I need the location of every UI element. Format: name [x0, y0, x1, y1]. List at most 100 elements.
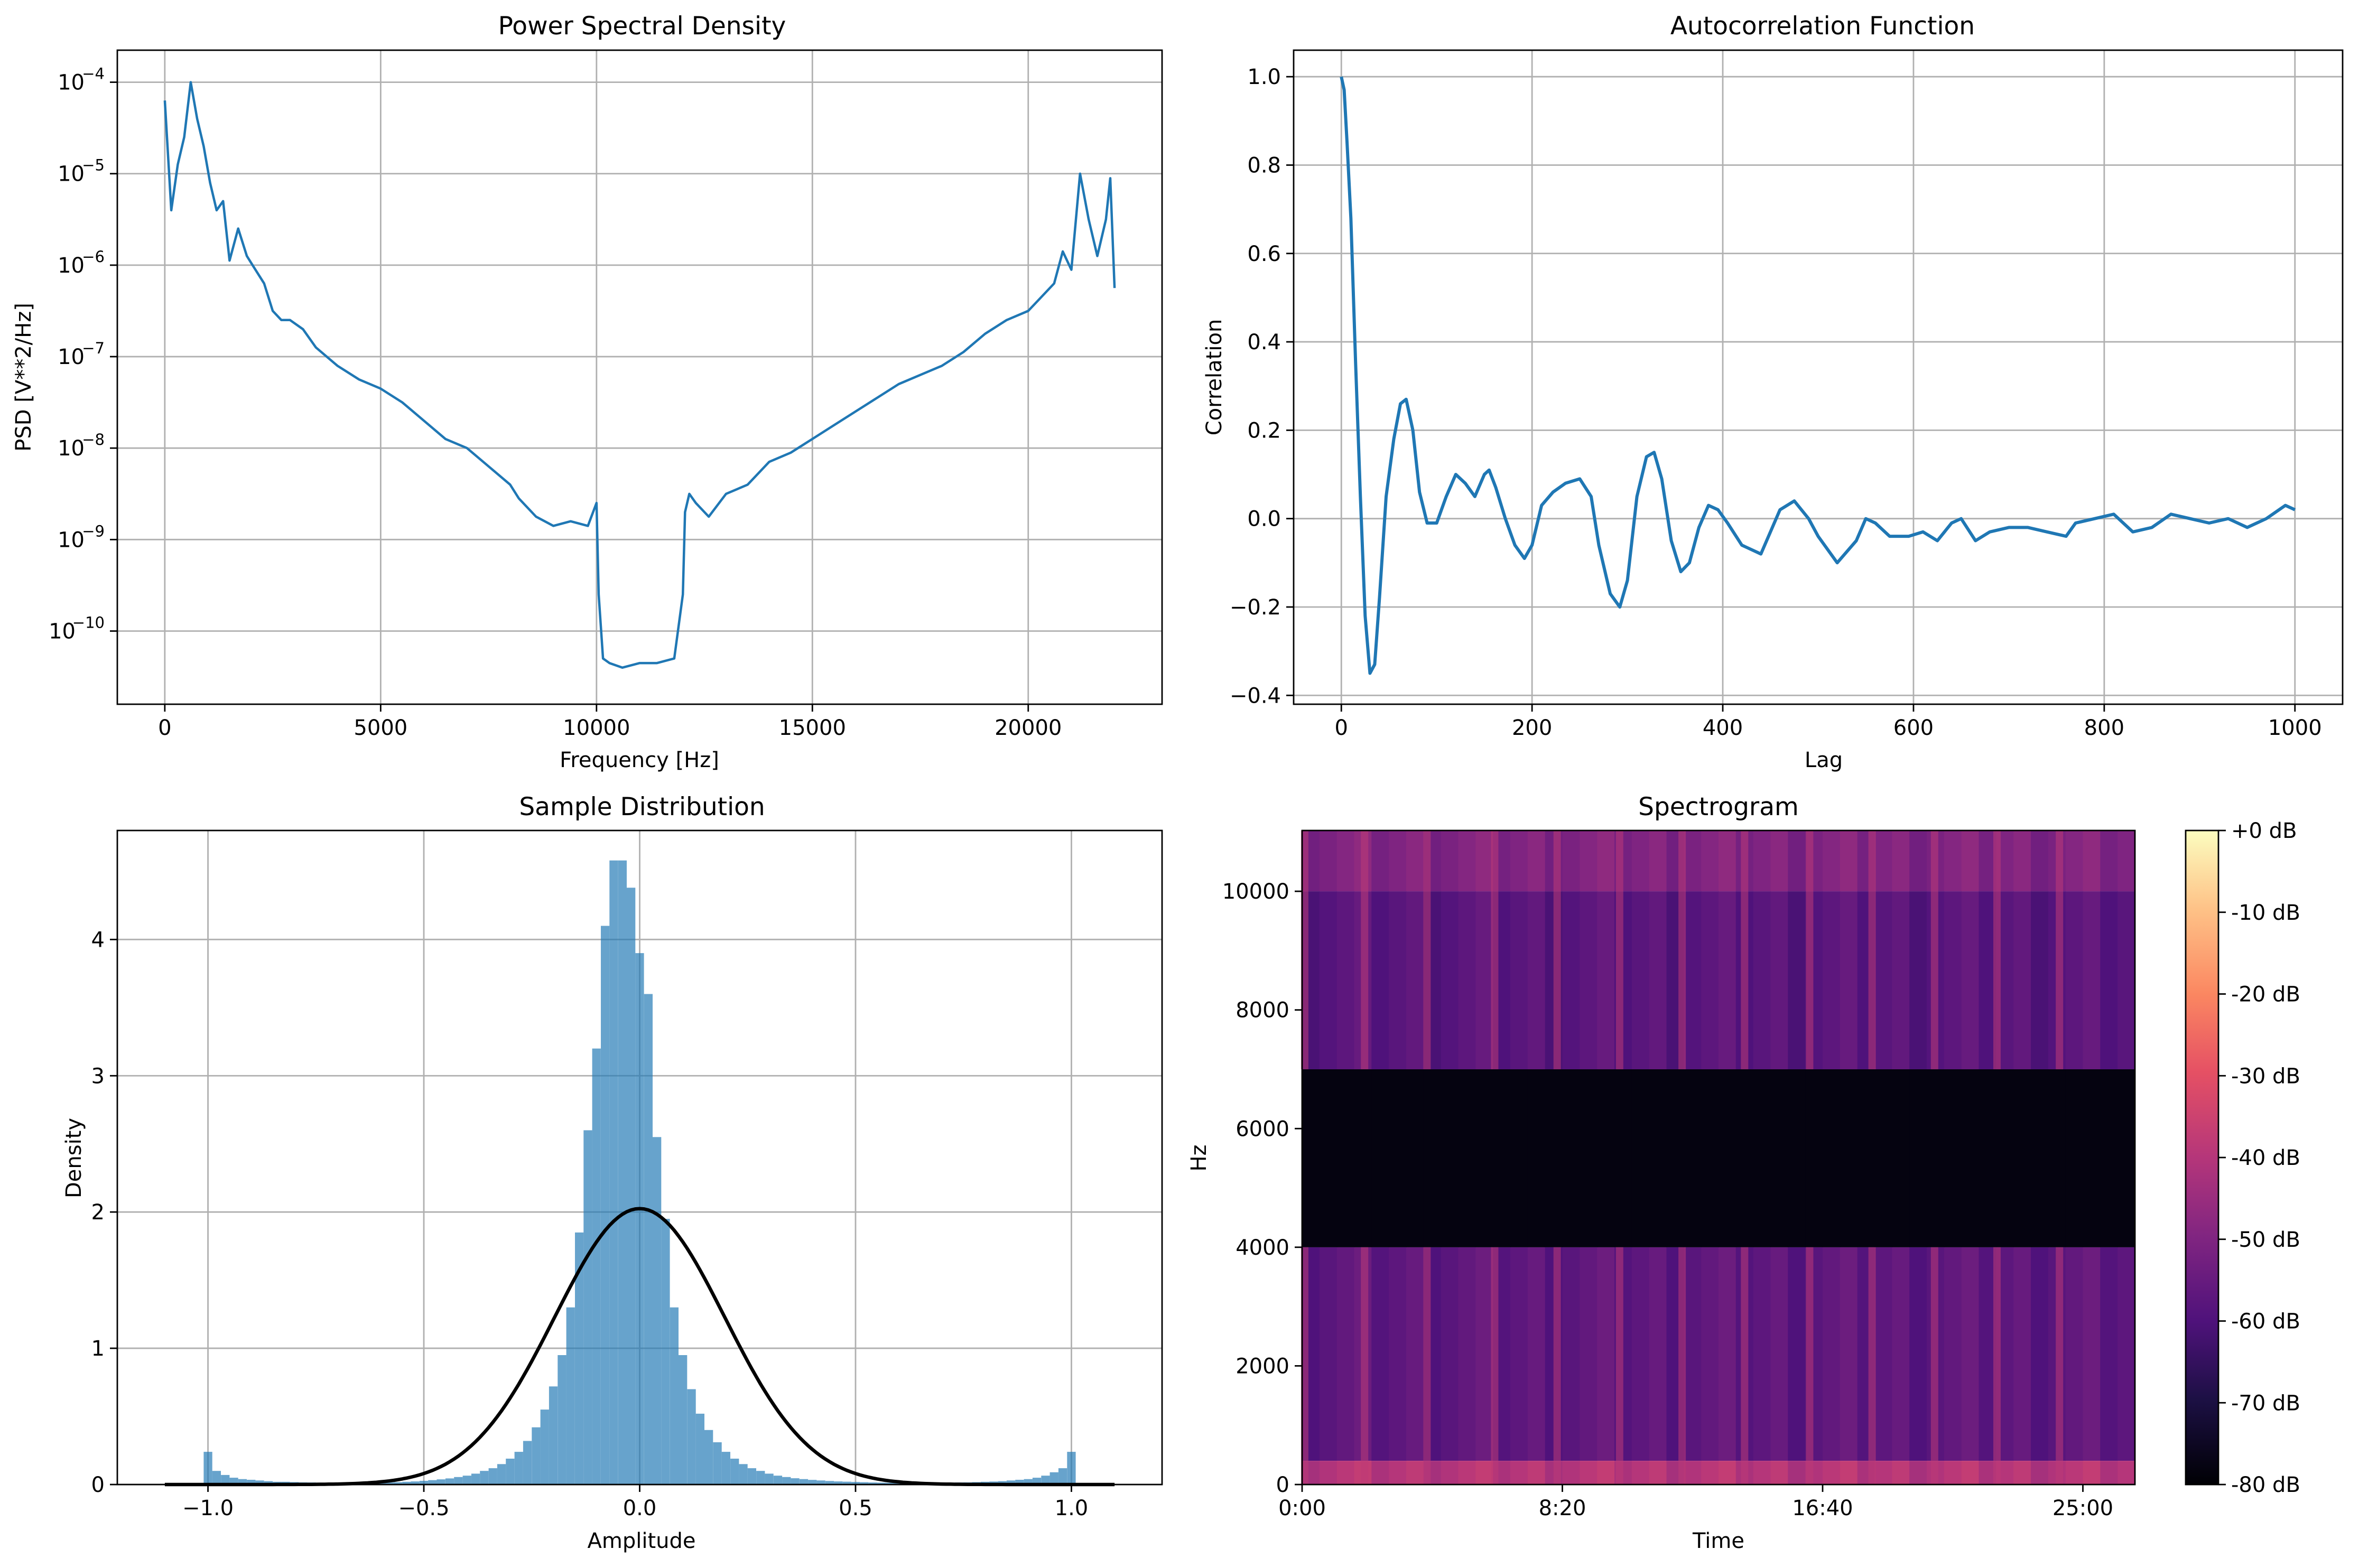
spec-cell — [1562, 1069, 1580, 1247]
spec-event-stripe — [1930, 1247, 1938, 1485]
spec-xlabel: Time — [1692, 1529, 1744, 1553]
hist-bar — [791, 1478, 800, 1485]
spec-event-stripe — [1806, 830, 1814, 1069]
spec-cell — [1649, 1069, 1667, 1247]
spec-cell — [1840, 1461, 1858, 1485]
hist-xlabel: Amplitude — [588, 1529, 696, 1553]
spec-cell — [1389, 891, 1407, 1069]
spec-cell — [1562, 1247, 1580, 1461]
hist-ytick-label: 2 — [91, 1200, 105, 1225]
spec-cell — [1649, 830, 1667, 892]
acf-ytick-label: −0.2 — [1230, 595, 1281, 620]
acf-xtick-label: 800 — [2084, 716, 2124, 740]
spec-cell — [1753, 1461, 1771, 1485]
hist-bar — [644, 994, 653, 1485]
spec-cell — [1458, 1247, 1476, 1461]
hist-bar — [514, 1452, 523, 1485]
spec-cell — [1944, 1247, 1962, 1461]
psd-ytick-label: 10 — [58, 436, 85, 461]
psd-ytick-exponent: −10 — [72, 613, 105, 631]
psd-ytick-label: 10 — [58, 71, 85, 95]
spec-ytick-label: 4000 — [1236, 1236, 1289, 1260]
spec-cell — [1892, 891, 1910, 1069]
spec-cell — [1840, 1247, 1858, 1461]
hist-ytick-label: 3 — [91, 1064, 105, 1088]
hist-ytick-label: 1 — [91, 1337, 105, 1361]
spec-cell — [1319, 830, 1338, 892]
hist-bar — [583, 1130, 592, 1485]
spec-cell — [2031, 830, 2049, 892]
spec-event-stripe — [1361, 830, 1369, 1069]
spec-event-stripe — [1678, 830, 1686, 1069]
spec-cell — [1666, 1069, 1684, 1247]
spec-cell — [1788, 1069, 1806, 1247]
spec-cell — [1770, 830, 1788, 892]
spec-cell — [1336, 891, 1355, 1069]
spec-cell — [1527, 1069, 1546, 1247]
hist-bar — [661, 1219, 670, 1485]
spec-cell — [1909, 1461, 1927, 1485]
spec-ytick-label: 0 — [1276, 1473, 1289, 1497]
spec-cell — [1423, 1069, 1442, 1247]
psd-axes-frame — [116, 49, 1163, 705]
hist-bar — [523, 1441, 532, 1485]
acf-series-line — [1340, 76, 2296, 675]
acf-ytick-label: 0.0 — [1247, 507, 1281, 531]
spec-cell — [1510, 1461, 1528, 1485]
spec-cell — [2031, 1069, 2049, 1247]
spec-cell — [1823, 830, 1841, 892]
spec-cell — [1823, 891, 1841, 1069]
hist-ylabel: Density — [62, 1118, 86, 1198]
spec-cell — [2031, 1247, 2049, 1461]
spec-cell — [1580, 891, 1598, 1069]
psd-title: Power Spectral Density — [498, 12, 786, 41]
spec-cell — [1597, 1461, 1615, 1485]
spec-event-stripe — [1491, 1247, 1499, 1485]
spec-cell — [1580, 1069, 1598, 1247]
spec-cell — [1562, 891, 1580, 1069]
hist-bar — [601, 926, 610, 1485]
spec-cell — [1441, 1069, 1459, 1247]
hist-bar — [471, 1473, 480, 1485]
spec-cell — [2100, 1247, 2118, 1461]
spec-cell — [1684, 1461, 1702, 1485]
spec-cell — [1840, 830, 1858, 892]
psd-xtick-label: 15000 — [779, 716, 846, 740]
hist-bar — [549, 1386, 558, 1485]
acf-xtick-label: 400 — [1703, 716, 1743, 740]
hist-bar — [799, 1479, 809, 1485]
spec-event-stripe — [1930, 830, 1938, 1069]
spec-event-stripe — [1491, 830, 1499, 1069]
psd-xtick-label: 20000 — [995, 716, 1062, 740]
acf-grid — [1294, 50, 2343, 704]
spec-cell — [1527, 830, 1546, 892]
psd-panel: Power Spectral Density 0 5000 10000 15000 20… — [12, 12, 1163, 772]
spec-cell — [1788, 891, 1806, 1069]
acf-ticks: 0 200 400 600 800 1000 −0.4 −0.2 0.0 0.2 0.4 0.6 0.8… — [1230, 65, 2322, 740]
spec-cell — [1389, 830, 1407, 892]
hist-bar — [627, 888, 636, 1485]
spec-event-stripe — [1678, 1247, 1686, 1485]
spec-cell — [1735, 1069, 1754, 1247]
psd-ytick-label: 10 — [58, 345, 85, 369]
spec-cell — [1614, 1069, 1632, 1247]
psd-ytick-exponent: −9 — [82, 522, 105, 540]
spec-cell — [1441, 1461, 1459, 1485]
spec-cell — [1371, 830, 1389, 892]
spec-cell — [1510, 830, 1528, 892]
psd-ytick-exponent: −6 — [82, 248, 105, 266]
spec-cell — [2083, 830, 2101, 892]
spec-cell — [1371, 1247, 1389, 1461]
spec-cell — [2117, 1247, 2135, 1461]
spec-cell — [1649, 891, 1667, 1069]
spec-cell — [1649, 1461, 1667, 1485]
hist-bar — [1015, 1480, 1024, 1485]
hist-bar — [851, 1482, 860, 1485]
spec-ytick-label: 2000 — [1236, 1354, 1289, 1378]
psd-ytick-label: 10 — [58, 162, 85, 186]
spec-axes-frame — [1301, 829, 2136, 1486]
spec-cell — [1597, 1247, 1615, 1461]
spec-cell — [2013, 1069, 2031, 1247]
spec-cell — [1475, 1461, 1493, 1485]
psd-ytick-exponent: −5 — [82, 156, 105, 174]
